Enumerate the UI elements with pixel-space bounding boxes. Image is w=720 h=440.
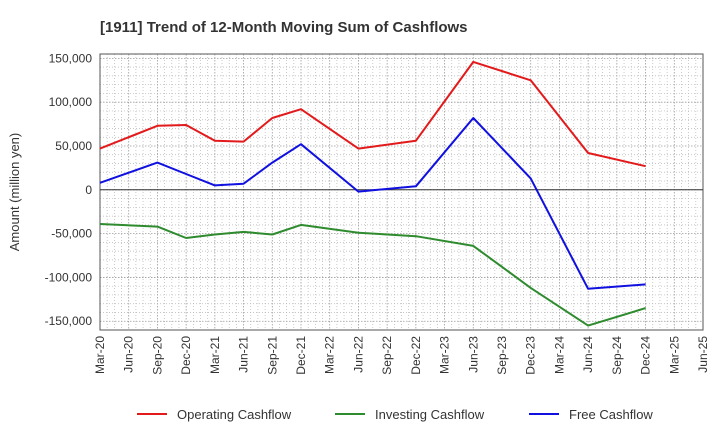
series-line	[99, 223, 646, 327]
x-tick-label: Sep-21	[265, 336, 279, 375]
legend: Operating Cashflow Investing Cashflow Free…	[137, 407, 653, 422]
x-tick-label: Jun-20	[122, 336, 136, 373]
y-tick-label: -50,000	[51, 227, 92, 241]
x-tick-label: Dec-24	[639, 336, 653, 375]
x-tick-label: Sep-22	[380, 336, 394, 375]
legend-label: Free Cashflow	[569, 407, 653, 422]
legend-label: Operating Cashflow	[177, 407, 292, 422]
x-tick-label: Jun-24	[581, 336, 595, 373]
grid-lines	[99, 54, 704, 330]
x-tick-label: Dec-22	[409, 336, 423, 375]
x-tick-label: Mar-22	[323, 336, 337, 374]
x-tick-label: Sep-24	[610, 336, 624, 375]
legend-label: Investing Cashflow	[375, 407, 485, 422]
y-tick-label: 0	[85, 183, 92, 197]
y-tick-label: -100,000	[45, 270, 93, 284]
x-tick-label: Mar-25	[667, 336, 681, 374]
axes	[99, 53, 704, 331]
x-tick-label: Dec-20	[179, 336, 193, 375]
series-line	[99, 117, 646, 290]
series-line	[99, 60, 646, 168]
y-tick-label: 150,000	[49, 51, 93, 65]
x-tick-label: Sep-23	[495, 336, 509, 375]
chart-title: [1911] Trend of 12-Month Moving Sum of C…	[100, 19, 468, 36]
y-tick-labels: 150,000 100,000 50,000 0 -50,000 -100,000 -150…	[45, 51, 93, 328]
x-tick-label: Mar-20	[93, 336, 107, 374]
x-tick-label: Jun-21	[237, 336, 251, 373]
x-tick-label: Mar-21	[208, 336, 222, 374]
series-lines	[99, 60, 646, 327]
x-tick-label: Dec-21	[294, 336, 308, 375]
x-tick-label: Mar-23	[438, 336, 452, 374]
x-tick-label: Dec-23	[524, 336, 538, 375]
y-tick-label: 100,000	[49, 95, 93, 109]
x-tick-label: Mar-24	[552, 336, 566, 374]
x-tick-label: Jun-25	[696, 336, 710, 373]
y-tick-label: 50,000	[55, 139, 92, 153]
x-tick-label: Jun-23	[466, 336, 480, 373]
x-tick-label: Sep-20	[150, 336, 164, 375]
y-axis-label: Amount (million yen)	[7, 133, 22, 252]
x-tick-labels: Mar-20 Jun-20 Sep-20 Dec-20 Mar-21 Jun-21 Sep-…	[93, 336, 710, 375]
y-tick-label: -150,000	[45, 314, 93, 328]
plot-frame	[99, 53, 704, 331]
x-tick-label: Jun-22	[351, 336, 365, 373]
